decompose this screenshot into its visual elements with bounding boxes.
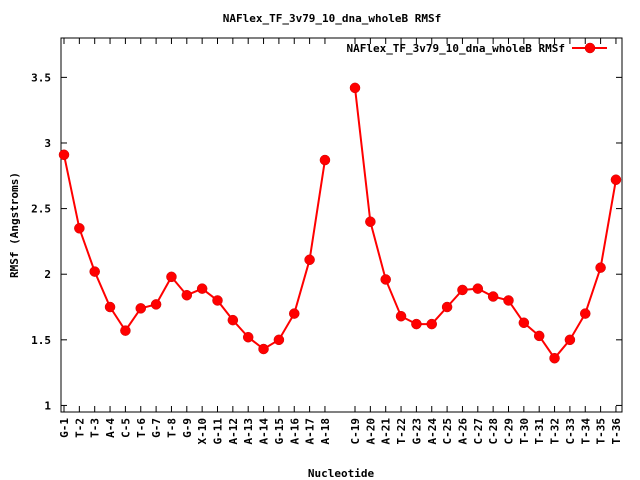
data-point-X-10 bbox=[196, 283, 208, 294]
x-tick-label: T-31 bbox=[533, 418, 546, 445]
data-point-T-36 bbox=[610, 174, 622, 185]
plot-frame bbox=[60, 37, 623, 413]
x-tick-label: G-7 bbox=[150, 418, 163, 438]
x-tick-label: T-2 bbox=[73, 418, 86, 438]
data-point-G-23 bbox=[411, 318, 422, 330]
data-point-T-22 bbox=[395, 310, 407, 322]
legend-label: NAFlex_TF_3v79_10_dna_wholeB RMSf bbox=[346, 42, 565, 55]
data-point-G-15 bbox=[273, 334, 285, 346]
x-tick-label: T-6 bbox=[135, 418, 148, 438]
data-point-T-31 bbox=[533, 330, 545, 342]
data-point-T-6 bbox=[135, 303, 146, 314]
x-tick-label: C-33 bbox=[564, 418, 577, 445]
data-point-A-24 bbox=[426, 318, 437, 330]
y-axis: 1 1.5 2 2.5 3 3.5 bbox=[31, 71, 622, 412]
x-tick-label: A-13 bbox=[242, 418, 255, 445]
data-point-A-26 bbox=[457, 284, 468, 296]
y-tick-label: 2 bbox=[44, 268, 51, 281]
data-point-A-21 bbox=[380, 274, 391, 285]
data-point-A-14 bbox=[258, 343, 269, 355]
data-point-A-20 bbox=[365, 216, 376, 227]
x-tick-label: T-22 bbox=[395, 418, 408, 445]
x-tick-label: G-9 bbox=[181, 418, 194, 438]
data-point-T-8 bbox=[166, 271, 177, 283]
x-tick-label: G-11 bbox=[212, 418, 225, 445]
y-tick-label: 3 bbox=[44, 137, 51, 150]
x-tick-label: T-36 bbox=[610, 418, 623, 445]
y-axis-label: RMSf (Angstroms) bbox=[8, 172, 21, 278]
x-tick-label: C-19 bbox=[349, 418, 362, 445]
data-point-G-11 bbox=[212, 295, 223, 306]
x-tick-label: G-15 bbox=[273, 418, 286, 445]
legend: NAFlex_TF_3v79_10_dna_wholeB RMSf bbox=[346, 42, 607, 55]
x-tick-label: A-12 bbox=[227, 418, 240, 445]
x-tick-label: T-30 bbox=[518, 418, 531, 445]
y-tick-label: 3.5 bbox=[31, 71, 51, 84]
x-tick-label: X-10 bbox=[196, 418, 209, 445]
x-tick-label: A-16 bbox=[288, 418, 301, 445]
data-point-A-16 bbox=[289, 308, 300, 319]
x-tick-label: C-5 bbox=[119, 418, 132, 438]
x-tick-label: T-8 bbox=[165, 418, 178, 438]
x-tick-label: C-28 bbox=[487, 418, 500, 445]
data-point-C-29 bbox=[503, 295, 514, 306]
data-point-A-4 bbox=[104, 301, 116, 313]
y-tick-label: 1.5 bbox=[31, 334, 51, 347]
data-point-C-5 bbox=[120, 325, 131, 336]
x-tick-label: G-1 bbox=[58, 418, 71, 438]
series-line bbox=[354, 87, 617, 360]
x-axis-label: Nucleotide bbox=[308, 467, 375, 480]
x-tick-label: T-3 bbox=[89, 418, 102, 438]
x-axis: G-1 T-2 T-3 A-4 C-5 T-6 G-7 T-8 G-9 X-10 G-11 A-12 A… bbox=[58, 38, 623, 445]
x-tick-label: C-27 bbox=[472, 418, 485, 445]
data-point-C-27 bbox=[472, 283, 484, 294]
x-tick-label: A-21 bbox=[380, 418, 393, 445]
data-point-C-33 bbox=[564, 334, 576, 346]
x-tick-label: A-17 bbox=[304, 418, 317, 445]
data-point-G-1 bbox=[58, 149, 70, 161]
x-tick-label: G-23 bbox=[410, 418, 423, 445]
data-point-C-25 bbox=[441, 301, 453, 313]
data-point-C-19 bbox=[349, 82, 361, 94]
data-point-T-30 bbox=[518, 317, 530, 329]
data-point-T-3 bbox=[89, 266, 100, 277]
x-tick-label: A-4 bbox=[104, 418, 117, 438]
data-point-A-13 bbox=[242, 331, 254, 343]
y-tick-label: 1 bbox=[44, 399, 51, 412]
data-point-A-12 bbox=[227, 314, 239, 326]
data-point-T-35 bbox=[595, 262, 606, 273]
plot-area bbox=[58, 82, 622, 364]
x-tick-label: A-26 bbox=[456, 418, 469, 445]
x-tick-label: A-14 bbox=[258, 418, 271, 445]
x-tick-label: C-29 bbox=[503, 418, 516, 445]
x-tick-label: T-35 bbox=[595, 418, 608, 445]
y-tick-label: 2.5 bbox=[31, 203, 51, 216]
legend-marker bbox=[584, 42, 596, 54]
x-tick-label: A-24 bbox=[426, 418, 439, 445]
data-point-A-17 bbox=[304, 254, 315, 266]
x-tick-label: A-18 bbox=[319, 418, 332, 445]
data-point-T-2 bbox=[74, 223, 85, 234]
data-point-A-18 bbox=[319, 154, 331, 166]
x-tick-label: T-32 bbox=[549, 418, 562, 445]
data-point-T-32 bbox=[549, 352, 560, 364]
x-tick-label: C-25 bbox=[441, 418, 454, 445]
data-point-C-28 bbox=[487, 291, 499, 302]
chart-title: NAFlex_TF_3v79_10_dna_wholeB RMSf bbox=[223, 12, 442, 25]
series-line bbox=[63, 154, 326, 351]
data-point-T-34 bbox=[580, 308, 591, 319]
x-tick-label: A-20 bbox=[364, 418, 377, 445]
x-tick-label: T-34 bbox=[579, 418, 592, 445]
data-point-G-9 bbox=[181, 289, 193, 301]
data-point-G-7 bbox=[150, 299, 162, 310]
